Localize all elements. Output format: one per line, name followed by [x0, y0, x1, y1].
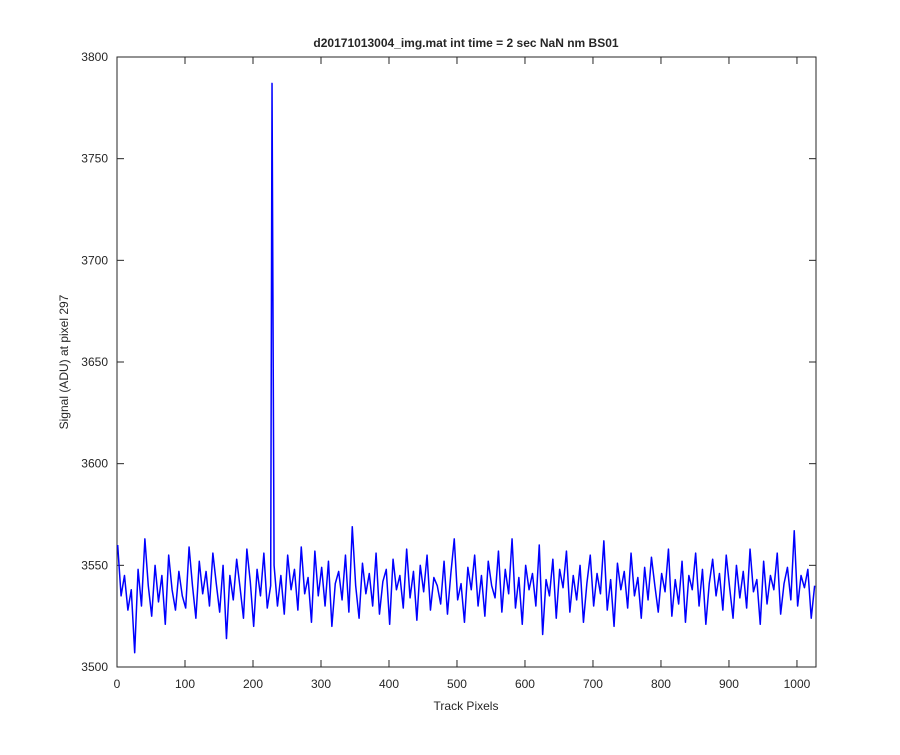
data-line	[116, 82, 816, 654]
x-tick-label: 0	[114, 677, 121, 691]
x-tick-label: 500	[447, 677, 467, 691]
y-tick-label: 3500	[81, 660, 108, 674]
y-tick-label: 3800	[81, 50, 108, 64]
x-tick-label: 900	[719, 677, 739, 691]
chart-title: d20171013004_img.mat int time = 2 sec Na…	[313, 36, 618, 50]
x-tick-label: 100	[175, 677, 195, 691]
x-tick-label: 1000	[784, 677, 811, 691]
x-tick-label: 700	[583, 677, 603, 691]
y-tick-label: 3750	[81, 152, 108, 166]
y-tick-label: 3700	[81, 253, 108, 267]
x-tick-label: 600	[515, 677, 535, 691]
x-tick-label: 400	[379, 677, 399, 691]
x-tick-label: 300	[311, 677, 331, 691]
y-axis-label: Signal (ADU) at pixel 297	[57, 294, 71, 429]
y-tick-label: 3650	[81, 355, 108, 369]
y-tick-label: 3550	[81, 558, 108, 572]
x-tick-label: 200	[243, 677, 263, 691]
x-axis-label: Track Pixels	[434, 699, 499, 713]
x-tick-label: 800	[651, 677, 671, 691]
y-tick-label: 3600	[81, 457, 108, 471]
